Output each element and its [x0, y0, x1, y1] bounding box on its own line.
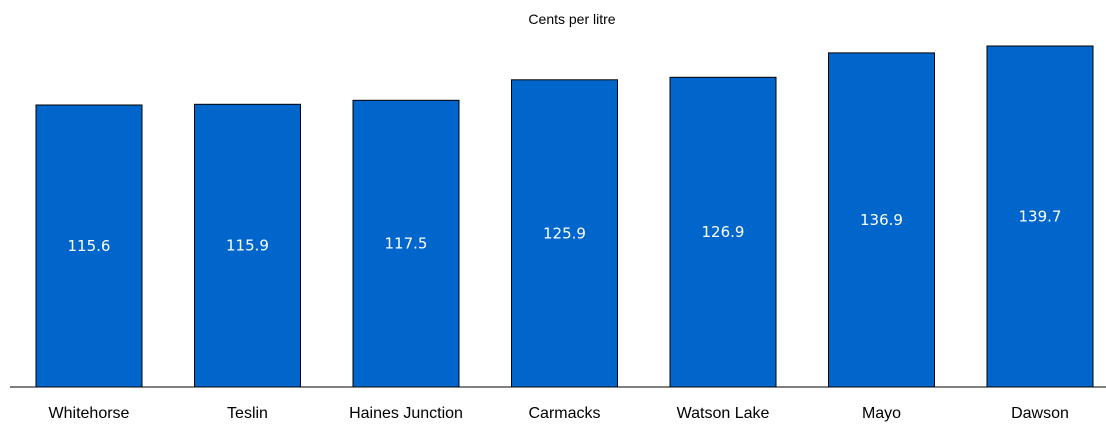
- bar-teslin: [194, 103, 301, 388]
- x-tick-label: Whitehorse: [49, 405, 130, 422]
- data-label: 126.9: [702, 223, 745, 241]
- data-label: 139.7: [1019, 208, 1062, 226]
- bar-mayo: [828, 52, 935, 388]
- x-tick-label: Haines Junction: [349, 405, 463, 422]
- x-tick-label: Mayo: [862, 405, 901, 422]
- chart-title: Cents per litre: [528, 11, 615, 27]
- data-label: 117.5: [385, 235, 428, 253]
- bars-group: 115.6 115.9 117.5 125.9 126.9 136.9 139.7: [35, 45, 1094, 388]
- data-label: 115.6: [68, 237, 111, 255]
- x-tick-label: Dawson: [1011, 405, 1069, 422]
- data-label: 125.9: [543, 224, 586, 242]
- x-tick-label: Carmacks: [528, 405, 600, 422]
- bar-haines-junction: [352, 99, 460, 388]
- data-label: 136.9: [860, 211, 903, 229]
- x-tick-label: Teslin: [227, 405, 268, 422]
- x-tick-label: Watson Lake: [677, 405, 770, 422]
- bar-watson-lake: [669, 76, 777, 388]
- bar-dawson: [986, 45, 1094, 388]
- x-axis-labels: Whitehorse Teslin Haines Junction Carmacks W…: [49, 405, 1069, 422]
- bar-carmacks: [511, 79, 618, 388]
- bar-whitehorse: [35, 104, 143, 388]
- data-label: 115.9: [226, 237, 269, 255]
